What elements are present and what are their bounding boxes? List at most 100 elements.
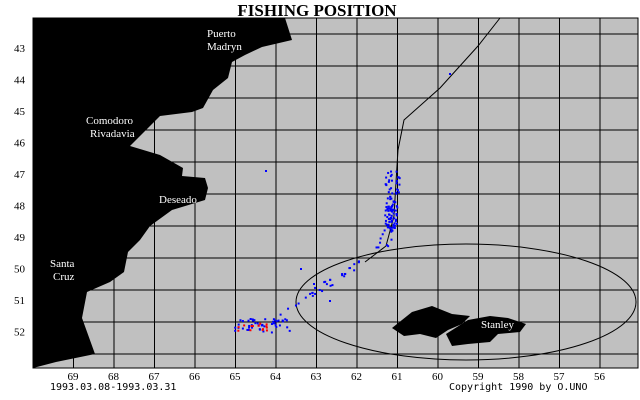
fishing-position-dot [390,206,393,209]
fishing-position-dot [314,286,317,289]
fishing-position-dot [375,246,378,249]
fishing-position-dot [329,278,332,281]
fishing-position-dot [384,214,387,217]
fishing-position-dot [270,331,273,334]
fishing-position-dot [309,292,312,295]
fishing-position-dot [318,289,321,292]
place-cruz: Cruz [53,271,75,283]
latitude-label: 50 [14,264,26,276]
fishing-position-dot [395,214,398,217]
fishing-position-dot [343,275,346,278]
fishing-position-dot [388,220,391,223]
fishing-position-dot [325,283,328,286]
fishing-position-dot [384,222,387,225]
fishing-position-dot [395,170,398,173]
fishing-position-dot [384,183,387,186]
fishing-position-dot [398,183,401,186]
longitude-label: 64 [270,371,282,383]
fishing-position-dot [311,291,314,294]
fishing-position-dot [300,268,302,270]
fishing-position-dot [393,227,396,230]
fishing-position-dot [390,208,393,211]
fishing-position-dot [387,245,390,248]
place-comodoro: Comodoro [86,115,134,127]
fishing-position-dot [248,326,251,329]
longitude-labels: 69 68 67 66 65 64 63 62 61 60 59 58 57 56 [68,371,606,383]
fishing-position-dot [396,188,399,191]
fishing-position-dot [353,269,356,272]
longitude-label: 61 [392,371,403,383]
fishing-position-dot [261,328,264,331]
longitude-label: 69 [68,371,80,383]
longitude-label: 68 [108,371,120,383]
exclusive-zone-boundary [364,17,501,263]
fishing-position-dot [390,214,393,217]
fishing-position-dot [392,224,395,227]
longitude-label: 65 [230,371,242,383]
longitude-label: 66 [189,371,201,383]
fishing-position-dot [395,180,398,183]
fishing-position-dot [331,284,334,287]
fishing-position-dot [264,318,267,321]
fishing-position-dot [275,325,278,328]
fishing-position-dot [386,244,389,247]
falklands-zone-circle [295,243,637,361]
fishing-position-dot [395,191,398,194]
fishing-position-dot [353,263,356,266]
fishing-position-dot [388,188,391,191]
place-puerto-madryn-2: Madryn [207,41,242,53]
fishing-position-dot [237,329,240,332]
date-range: 1993.03.08-1993.03.31 [50,382,176,393]
fishing-position-dot [234,326,237,329]
fishing-position-dot [395,182,398,185]
fishing-position-dot [390,179,393,182]
fishing-position-dot [261,324,264,327]
fishing-position-dot [287,307,290,310]
fishing-position-dot [387,209,390,212]
latitude-label: 48 [14,201,26,213]
longitude-label: 63 [311,371,323,383]
falkland-west-island [392,306,470,338]
fishing-position-dot [254,322,257,325]
fishing-position-dot [392,212,395,215]
fishing-position-dot [281,319,284,322]
fishing-position-dot [390,238,393,241]
fishing-position-points [234,73,451,334]
fishing-position-dot [273,322,276,325]
fishing-position-dot [389,195,392,198]
fishing-position-dot [387,180,390,183]
fishing-position-dot [243,324,246,327]
fishing-position-dot [259,322,262,325]
latitude-label: 49 [14,232,26,244]
fishing-position-dot [279,313,282,316]
fishing-position-dot [390,219,393,222]
fishing-position-dot [387,226,390,229]
fishing-position-dot [395,218,398,221]
fishing-position-dot [274,324,277,327]
longitude-label: 57 [554,371,566,383]
fishing-position-dot [270,323,273,326]
longitude-label: 60 [432,371,444,383]
fishing-position-dot [265,329,268,332]
fishing-position-dot [284,318,287,321]
longitude-label: 59 [473,371,485,383]
longitude-label: 62 [351,371,362,383]
fishing-position-dot [251,318,254,321]
fishing-position-dot [383,229,386,232]
fishing-position-dot [391,208,394,211]
fishing-position-dot [252,319,255,322]
fishing-position-dot [357,260,360,263]
fishing-position-dot [250,324,253,327]
fishing-position-dot [250,325,253,328]
latitude-labels: 43 44 45 46 47 48 49 50 51 52 [14,43,26,339]
place-puerto-madryn: Puerto [207,28,236,40]
fishing-position-dot [248,324,251,327]
fishing-position-dot [390,173,393,176]
fishing-position-dot [386,208,389,211]
fishing-position-dot [379,241,382,244]
latitude-label: 51 [14,295,25,307]
fishing-position-dot [275,320,278,323]
fishing-position-dot [286,326,289,329]
fishing-position-dot [262,330,265,333]
fishing-position-dot [387,171,390,174]
